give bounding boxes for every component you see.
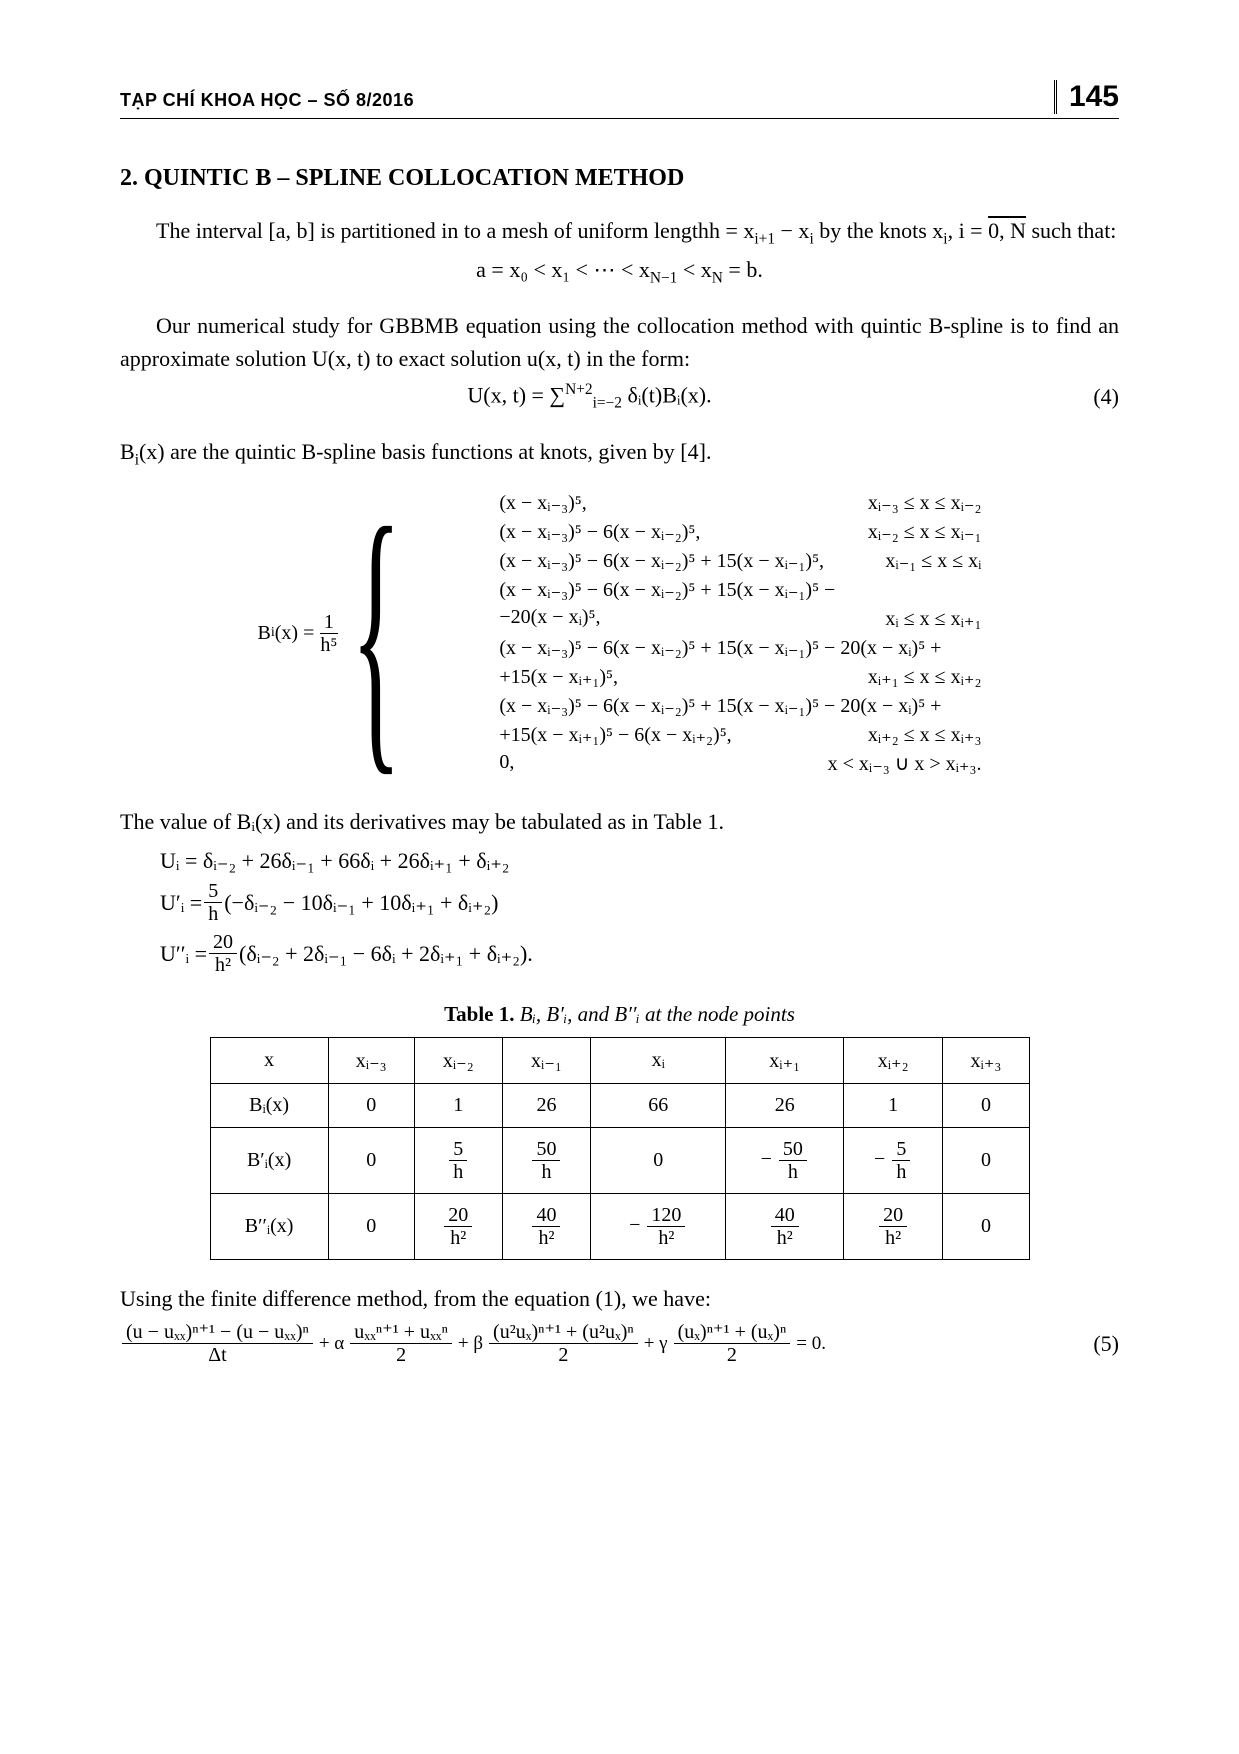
table-cell: 0 bbox=[943, 1084, 1029, 1128]
equation-4-number: (4) bbox=[1059, 384, 1119, 410]
table-row: B′′ᵢ(x)020h²40h²− 120h²40h²20h²0 bbox=[210, 1194, 1029, 1260]
table-cell: 20h² bbox=[843, 1194, 942, 1260]
page-header: TẠP CHÍ KHOA HỌC – SỐ 8/2016 145 bbox=[120, 80, 1119, 119]
piecewise-case: (x − xᵢ₋₃)⁵ − 6(x − xᵢ₋₂)⁵ + 15(x − xᵢ₋₁… bbox=[499, 693, 981, 718]
table-header-cell: xᵢ₊₁ bbox=[726, 1038, 843, 1084]
table-header-cell: xᵢ₋₂ bbox=[414, 1038, 502, 1084]
journal-title: TẠP CHÍ KHOA HỌC – SỐ 8/2016 bbox=[120, 90, 414, 111]
table-cell: 5h bbox=[414, 1128, 502, 1194]
piecewise-case: −20(x − xᵢ)⁵,xᵢ ≤ x ≤ xᵢ₊₁ bbox=[499, 606, 981, 631]
equation-5-number: (5) bbox=[1059, 1331, 1119, 1357]
piecewise-case: +15(x − xᵢ₊₁)⁵ − 6(x − xᵢ₊₂)⁵,xᵢ₊₂ ≤ x ≤… bbox=[499, 722, 981, 747]
piecewise-definition: Bi(x) = 1h⁵ { (x − xᵢ₋₃)⁵,xᵢ₋₃ ≤ x ≤ xᵢ₋… bbox=[120, 483, 1119, 783]
value-sentence: The value of Bᵢ(x) and its derivatives m… bbox=[120, 805, 1119, 838]
mesh-equation: a = x₀ < x₁ < ⋯ < xN−1 < xN = b. bbox=[120, 257, 1119, 287]
paragraph-finite-diff: Using the finite difference method, from… bbox=[120, 1282, 1119, 1315]
table-cell: 1 bbox=[843, 1084, 942, 1128]
table-cell: 50h bbox=[502, 1128, 590, 1194]
table-cell: − 120h² bbox=[591, 1194, 726, 1260]
table-header-cell: xᵢ₋₃ bbox=[328, 1038, 414, 1084]
table-cell: 20h² bbox=[414, 1194, 502, 1260]
paragraph-3: Bi(x) are the quintic B-spline basis fun… bbox=[120, 435, 1119, 472]
table-cell: 0 bbox=[943, 1194, 1029, 1260]
table-cell: 0 bbox=[943, 1128, 1029, 1194]
piecewise-case: (x − xᵢ₋₃)⁵ − 6(x − xᵢ₋₂)⁵ + 15(x − xᵢ₋₁… bbox=[499, 577, 981, 602]
table-cell: 0 bbox=[591, 1128, 726, 1194]
table-cell: 0 bbox=[328, 1194, 414, 1260]
section-title: 2. QUINTIC B – SPLINE COLLOCATION METHOD bbox=[120, 165, 1119, 192]
table-cell: 26 bbox=[726, 1084, 843, 1128]
table-1: xxᵢ₋₃xᵢ₋₂xᵢ₋₁xᵢxᵢ₊₁xᵢ₊₂xᵢ₊₃Bᵢ(x)01266626… bbox=[210, 1037, 1030, 1260]
table-cell: − 50h bbox=[726, 1128, 843, 1194]
piecewise-case: 0,x < xᵢ₋₃ ∪ x > xᵢ₊₃. bbox=[499, 751, 981, 776]
table-row: B′ᵢ(x)05h50h0− 50h− 5h0 bbox=[210, 1128, 1029, 1194]
paragraph-2: Our numerical study for GBBMB equation u… bbox=[120, 309, 1119, 375]
piecewise-case: (x − xᵢ₋₃)⁵ − 6(x − xᵢ₋₂)⁵,xᵢ₋₂ ≤ x ≤ xᵢ… bbox=[499, 519, 981, 544]
left-brace-icon: { bbox=[351, 483, 401, 783]
table-cell: 1 bbox=[414, 1084, 502, 1128]
paragraph-1: The interval [a, b] is partitioned in to… bbox=[120, 214, 1119, 251]
table-row: Bᵢ(x)0126662610 bbox=[210, 1084, 1029, 1128]
table-cell: − 5h bbox=[843, 1128, 942, 1194]
table-header-cell: xᵢ₋₁ bbox=[502, 1038, 590, 1084]
table-header-cell: x bbox=[210, 1038, 328, 1084]
piecewise-case: (x − xᵢ₋₃)⁵ − 6(x − xᵢ₋₂)⁵ + 15(x − xᵢ₋₁… bbox=[499, 548, 981, 573]
table-cell: 0 bbox=[328, 1084, 414, 1128]
table-header-cell: xᵢ₊₂ bbox=[843, 1038, 942, 1084]
piecewise-case: +15(x − xᵢ₊₁)⁵,xᵢ₊₁ ≤ x ≤ xᵢ₊₂ bbox=[499, 664, 981, 689]
piecewise-case: (x − xᵢ₋₃)⁵,xᵢ₋₃ ≤ x ≤ xᵢ₋₂ bbox=[499, 490, 981, 515]
table-cell: 26 bbox=[502, 1084, 590, 1128]
table-header-cell: xᵢ bbox=[591, 1038, 726, 1084]
equation-5: (u − uₓₓ)ⁿ⁺¹ − (u − uₓₓ)ⁿΔt + α uₓₓⁿ⁺¹ +… bbox=[120, 1321, 1119, 1366]
u-derivative-definitions: Uᵢ = δᵢ₋₂ + 26δᵢ₋₁ + 66δᵢ + 26δᵢ₊₁ + δᵢ₊… bbox=[160, 848, 1119, 976]
table-header-cell: xᵢ₊₃ bbox=[943, 1038, 1029, 1084]
piecewise-case: (x − xᵢ₋₃)⁵ − 6(x − xᵢ₋₂)⁵ + 15(x − xᵢ₋₁… bbox=[499, 635, 981, 660]
page-number: 145 bbox=[1054, 80, 1119, 114]
table-cell: 66 bbox=[591, 1084, 726, 1128]
table-1-caption: Table 1. Bᵢ, B′ᵢ, and B′′ᵢ at the node p… bbox=[120, 1002, 1119, 1027]
piecewise-cases: (x − xᵢ₋₃)⁵,xᵢ₋₃ ≤ x ≤ xᵢ₋₂ (x − xᵢ₋₃)⁵ −… bbox=[499, 490, 981, 776]
table-cell: 0 bbox=[328, 1128, 414, 1194]
table-cell: 40h² bbox=[502, 1194, 590, 1260]
table-cell: 40h² bbox=[726, 1194, 843, 1260]
equation-4: U(x, t) = ∑N+2i=−2 δᵢ(t)Bᵢ(x). (4) bbox=[120, 381, 1119, 413]
